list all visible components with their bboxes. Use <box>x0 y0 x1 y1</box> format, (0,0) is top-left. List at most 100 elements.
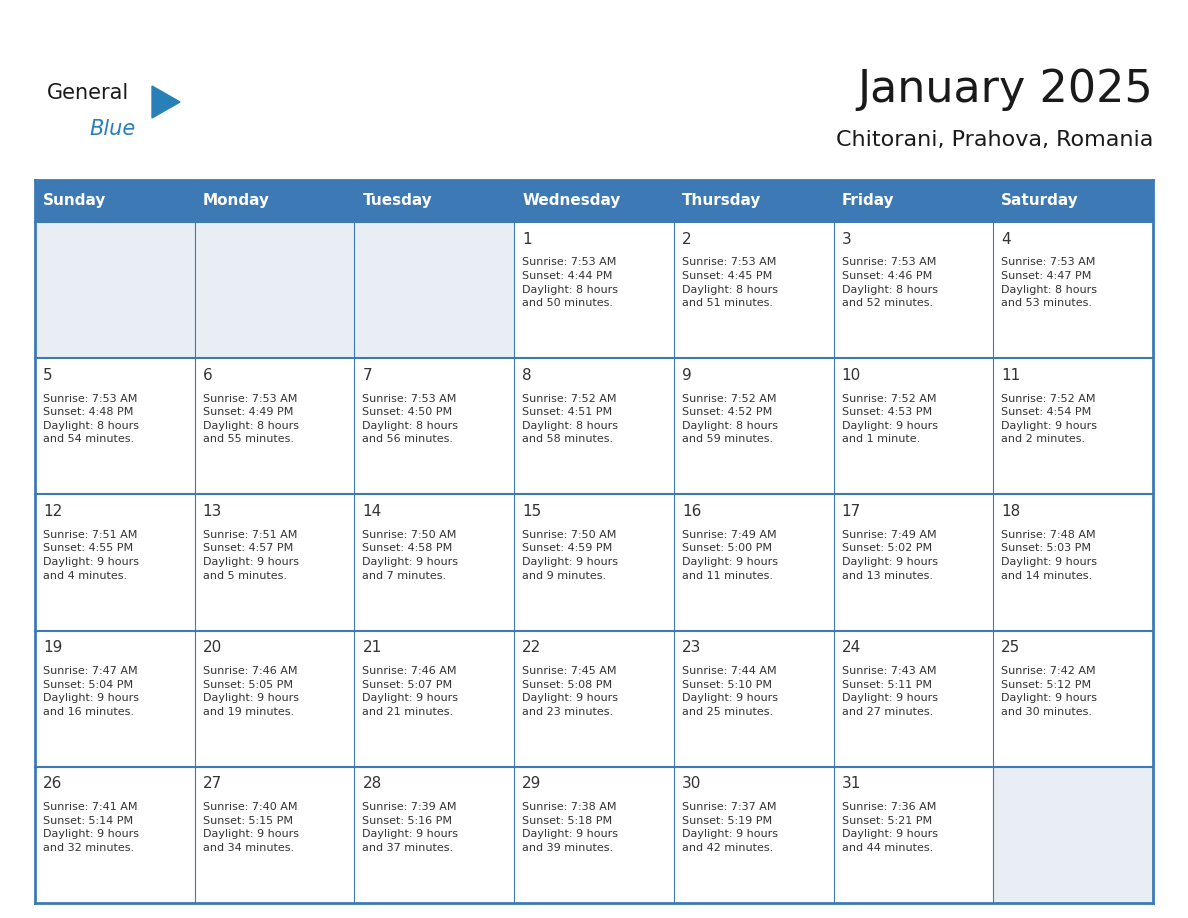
Text: 3: 3 <box>841 231 852 247</box>
Text: 15: 15 <box>523 504 542 519</box>
Bar <box>34 495 1154 631</box>
Text: Sunday: Sunday <box>43 194 107 208</box>
Bar <box>34 358 1154 495</box>
Bar <box>354 767 514 903</box>
Text: Sunrise: 7:53 AM
Sunset: 4:48 PM
Daylight: 8 hours
and 54 minutes.: Sunrise: 7:53 AM Sunset: 4:48 PM Dayligh… <box>43 394 139 444</box>
Text: 6: 6 <box>203 368 213 383</box>
Text: 8: 8 <box>523 368 532 383</box>
Text: 5: 5 <box>43 368 52 383</box>
Bar <box>993 631 1154 767</box>
Text: 20: 20 <box>203 640 222 655</box>
Text: 1: 1 <box>523 231 532 247</box>
Text: Sunrise: 7:49 AM
Sunset: 5:02 PM
Daylight: 9 hours
and 13 minutes.: Sunrise: 7:49 AM Sunset: 5:02 PM Dayligh… <box>841 530 937 580</box>
Text: Sunrise: 7:49 AM
Sunset: 5:00 PM
Daylight: 9 hours
and 11 minutes.: Sunrise: 7:49 AM Sunset: 5:00 PM Dayligh… <box>682 530 778 580</box>
Bar <box>514 631 674 767</box>
Bar <box>834 358 993 495</box>
Text: Sunrise: 7:46 AM
Sunset: 5:07 PM
Daylight: 9 hours
and 21 minutes.: Sunrise: 7:46 AM Sunset: 5:07 PM Dayligh… <box>362 666 459 717</box>
Text: Monday: Monday <box>203 194 270 208</box>
Text: Sunrise: 7:51 AM
Sunset: 4:57 PM
Daylight: 9 hours
and 5 minutes.: Sunrise: 7:51 AM Sunset: 4:57 PM Dayligh… <box>203 530 298 580</box>
Bar <box>354 358 514 495</box>
Text: Sunrise: 7:39 AM
Sunset: 5:16 PM
Daylight: 9 hours
and 37 minutes.: Sunrise: 7:39 AM Sunset: 5:16 PM Dayligh… <box>362 802 459 853</box>
Bar <box>993 495 1154 631</box>
Bar <box>834 222 993 358</box>
Text: Tuesday: Tuesday <box>362 194 432 208</box>
Text: Sunrise: 7:53 AM
Sunset: 4:46 PM
Daylight: 8 hours
and 52 minutes.: Sunrise: 7:53 AM Sunset: 4:46 PM Dayligh… <box>841 257 937 308</box>
Bar <box>354 631 514 767</box>
Text: Thursday: Thursday <box>682 194 762 208</box>
Bar <box>354 495 514 631</box>
Text: Sunrise: 7:51 AM
Sunset: 4:55 PM
Daylight: 9 hours
and 4 minutes.: Sunrise: 7:51 AM Sunset: 4:55 PM Dayligh… <box>43 530 139 580</box>
Bar <box>674 222 834 358</box>
Bar <box>34 767 195 903</box>
Text: 11: 11 <box>1001 368 1020 383</box>
Text: Blue: Blue <box>89 119 135 139</box>
Text: Saturday: Saturday <box>1001 194 1079 208</box>
Text: Wednesday: Wednesday <box>523 194 620 208</box>
Bar <box>834 631 993 767</box>
Text: Sunrise: 7:45 AM
Sunset: 5:08 PM
Daylight: 9 hours
and 23 minutes.: Sunrise: 7:45 AM Sunset: 5:08 PM Dayligh… <box>523 666 618 717</box>
Text: 13: 13 <box>203 504 222 519</box>
Text: 2: 2 <box>682 231 691 247</box>
Bar <box>195 358 354 495</box>
Text: 27: 27 <box>203 777 222 791</box>
Text: Sunrise: 7:42 AM
Sunset: 5:12 PM
Daylight: 9 hours
and 30 minutes.: Sunrise: 7:42 AM Sunset: 5:12 PM Dayligh… <box>1001 666 1098 717</box>
Bar <box>34 631 195 767</box>
Bar <box>674 767 834 903</box>
Text: 14: 14 <box>362 504 381 519</box>
Text: 19: 19 <box>43 640 62 655</box>
Text: 29: 29 <box>523 777 542 791</box>
Text: 24: 24 <box>841 640 861 655</box>
Text: January 2025: January 2025 <box>858 68 1154 111</box>
Text: Sunrise: 7:50 AM
Sunset: 4:59 PM
Daylight: 9 hours
and 9 minutes.: Sunrise: 7:50 AM Sunset: 4:59 PM Dayligh… <box>523 530 618 580</box>
Bar <box>674 631 834 767</box>
Text: Chitorani, Prahova, Romania: Chitorani, Prahova, Romania <box>835 130 1154 150</box>
Text: Sunrise: 7:52 AM
Sunset: 4:52 PM
Daylight: 8 hours
and 59 minutes.: Sunrise: 7:52 AM Sunset: 4:52 PM Dayligh… <box>682 394 778 444</box>
Text: Sunrise: 7:52 AM
Sunset: 4:53 PM
Daylight: 9 hours
and 1 minute.: Sunrise: 7:52 AM Sunset: 4:53 PM Dayligh… <box>841 394 937 444</box>
Text: 30: 30 <box>682 777 701 791</box>
Text: Sunrise: 7:53 AM
Sunset: 4:44 PM
Daylight: 8 hours
and 50 minutes.: Sunrise: 7:53 AM Sunset: 4:44 PM Dayligh… <box>523 257 618 308</box>
Bar <box>514 495 674 631</box>
Text: 18: 18 <box>1001 504 1020 519</box>
Text: Sunrise: 7:53 AM
Sunset: 4:50 PM
Daylight: 8 hours
and 56 minutes.: Sunrise: 7:53 AM Sunset: 4:50 PM Dayligh… <box>362 394 459 444</box>
Bar <box>674 495 834 631</box>
Text: Sunrise: 7:46 AM
Sunset: 5:05 PM
Daylight: 9 hours
and 19 minutes.: Sunrise: 7:46 AM Sunset: 5:05 PM Dayligh… <box>203 666 298 717</box>
Text: 21: 21 <box>362 640 381 655</box>
Bar <box>993 222 1154 358</box>
Text: Sunrise: 7:41 AM
Sunset: 5:14 PM
Daylight: 9 hours
and 32 minutes.: Sunrise: 7:41 AM Sunset: 5:14 PM Dayligh… <box>43 802 139 853</box>
Text: 23: 23 <box>682 640 701 655</box>
Text: 28: 28 <box>362 777 381 791</box>
Text: 9: 9 <box>682 368 691 383</box>
Bar <box>195 495 354 631</box>
Bar <box>34 222 1154 358</box>
Bar <box>34 180 1154 222</box>
Bar <box>34 358 195 495</box>
Bar <box>34 495 195 631</box>
Text: Friday: Friday <box>841 194 895 208</box>
Text: 25: 25 <box>1001 640 1020 655</box>
Bar <box>195 631 354 767</box>
Bar <box>34 631 1154 767</box>
Bar <box>34 767 1154 903</box>
Text: Sunrise: 7:47 AM
Sunset: 5:04 PM
Daylight: 9 hours
and 16 minutes.: Sunrise: 7:47 AM Sunset: 5:04 PM Dayligh… <box>43 666 139 717</box>
Text: 10: 10 <box>841 368 861 383</box>
Text: 26: 26 <box>43 777 62 791</box>
Text: Sunrise: 7:52 AM
Sunset: 4:54 PM
Daylight: 9 hours
and 2 minutes.: Sunrise: 7:52 AM Sunset: 4:54 PM Dayligh… <box>1001 394 1098 444</box>
Bar <box>514 358 674 495</box>
Bar <box>834 767 993 903</box>
Text: Sunrise: 7:38 AM
Sunset: 5:18 PM
Daylight: 9 hours
and 39 minutes.: Sunrise: 7:38 AM Sunset: 5:18 PM Dayligh… <box>523 802 618 853</box>
Text: 17: 17 <box>841 504 861 519</box>
Text: 22: 22 <box>523 640 542 655</box>
Bar <box>993 358 1154 495</box>
Text: 7: 7 <box>362 368 372 383</box>
Text: Sunrise: 7:53 AM
Sunset: 4:49 PM
Daylight: 8 hours
and 55 minutes.: Sunrise: 7:53 AM Sunset: 4:49 PM Dayligh… <box>203 394 298 444</box>
Text: 16: 16 <box>682 504 701 519</box>
Text: Sunrise: 7:44 AM
Sunset: 5:10 PM
Daylight: 9 hours
and 25 minutes.: Sunrise: 7:44 AM Sunset: 5:10 PM Dayligh… <box>682 666 778 717</box>
Text: 4: 4 <box>1001 231 1011 247</box>
Bar <box>834 495 993 631</box>
Text: Sunrise: 7:52 AM
Sunset: 4:51 PM
Daylight: 8 hours
and 58 minutes.: Sunrise: 7:52 AM Sunset: 4:51 PM Dayligh… <box>523 394 618 444</box>
Text: Sunrise: 7:37 AM
Sunset: 5:19 PM
Daylight: 9 hours
and 42 minutes.: Sunrise: 7:37 AM Sunset: 5:19 PM Dayligh… <box>682 802 778 853</box>
Bar <box>514 222 674 358</box>
Text: Sunrise: 7:36 AM
Sunset: 5:21 PM
Daylight: 9 hours
and 44 minutes.: Sunrise: 7:36 AM Sunset: 5:21 PM Dayligh… <box>841 802 937 853</box>
Text: Sunrise: 7:43 AM
Sunset: 5:11 PM
Daylight: 9 hours
and 27 minutes.: Sunrise: 7:43 AM Sunset: 5:11 PM Dayligh… <box>841 666 937 717</box>
Text: Sunrise: 7:40 AM
Sunset: 5:15 PM
Daylight: 9 hours
and 34 minutes.: Sunrise: 7:40 AM Sunset: 5:15 PM Dayligh… <box>203 802 298 853</box>
